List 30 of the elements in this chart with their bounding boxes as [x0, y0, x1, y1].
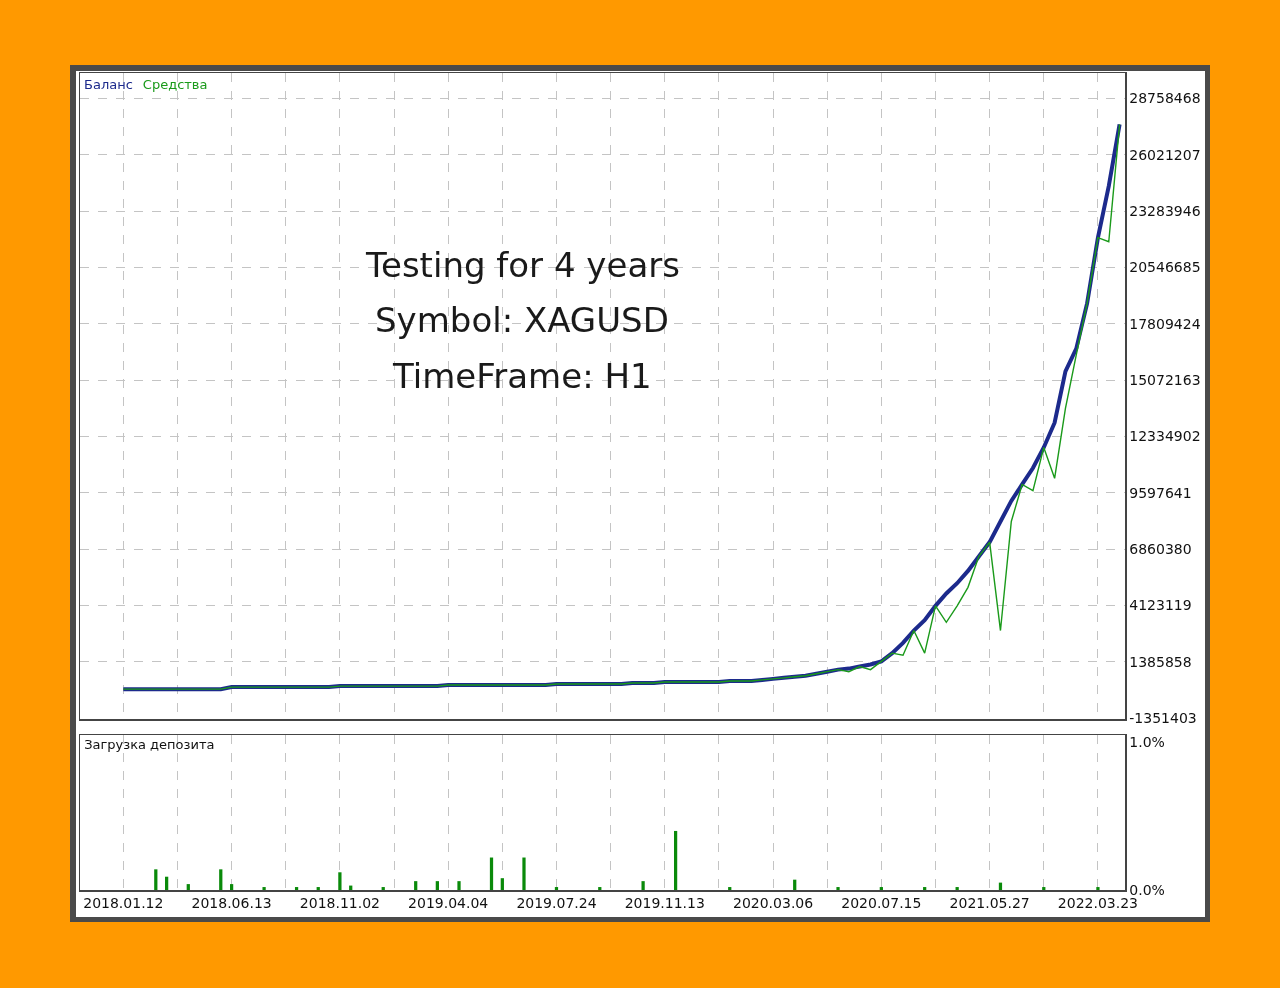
- y-tick-label: 9597641: [1129, 484, 1192, 501]
- x-tick-label: 2019.04.04: [408, 895, 489, 912]
- text: Баланс: [84, 77, 133, 92]
- annotation: TimeFrame: H1: [392, 356, 652, 396]
- y-tick-label: 12334902: [1129, 428, 1201, 445]
- y-tick-label: 26021207: [1129, 146, 1201, 163]
- x-tick-label: 2019.07.24: [516, 895, 597, 912]
- y-tick-label: 15072163: [1129, 372, 1201, 389]
- y-tick-label: 6860380: [1129, 540, 1192, 557]
- x-tick-label: 2018.11.02: [299, 895, 380, 912]
- y-tick-label: 28758468: [1129, 90, 1201, 107]
- text: Средства: [142, 77, 208, 92]
- annotation: Symbol: XAGUSD: [375, 300, 669, 340]
- y-tick-label: -1351403: [1129, 709, 1197, 726]
- x-tick-label: 2020.07.15: [841, 895, 922, 912]
- y-tick-label: 1.0%: [1129, 734, 1165, 751]
- x-tick-label: 2020.03.06: [732, 895, 814, 912]
- x-tick-label: 2022.03.23: [1057, 895, 1139, 912]
- chart-title: Загрузка депозита: [84, 736, 215, 752]
- y-tick-label: 4123119: [1129, 597, 1192, 614]
- x-tick-label: 2018.06.13: [191, 895, 272, 912]
- y-tick-label: 20546685: [1129, 259, 1201, 276]
- y-tick-label: 1385858: [1129, 653, 1192, 670]
- x-tick-label: 2018.01.12: [83, 895, 164, 912]
- y-tick-label: 17809424: [1129, 315, 1201, 332]
- x-tick-label: 2019.11.13: [624, 895, 705, 912]
- y-tick-label: 0.0%: [1129, 881, 1165, 898]
- y-tick-label: 23283946: [1129, 203, 1201, 220]
- annotation: Testing for 4 years: [365, 245, 680, 285]
- x-tick-label: 2021.05.27: [949, 895, 1030, 912]
